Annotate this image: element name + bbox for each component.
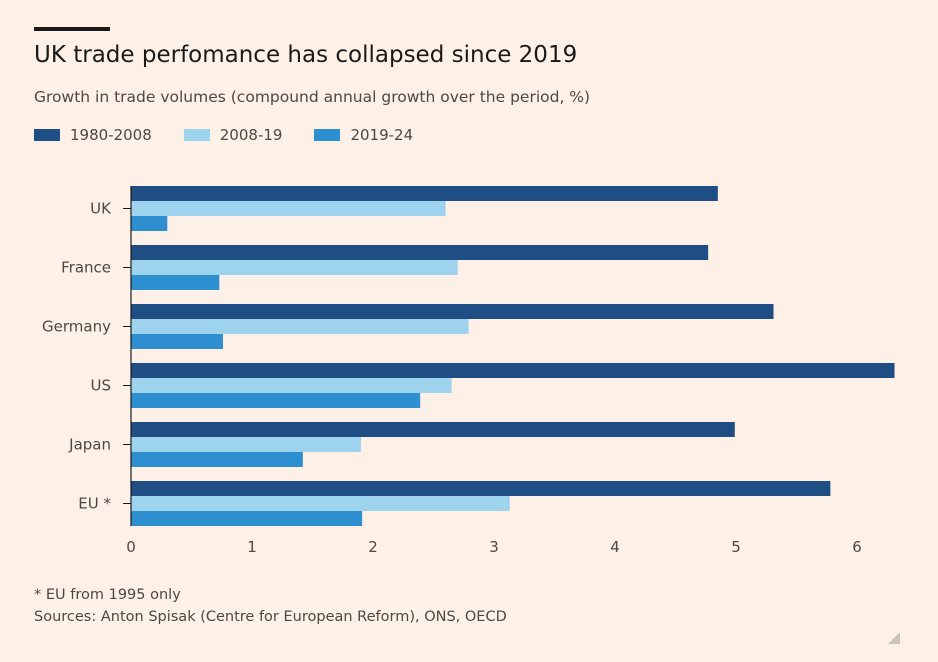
bar-japan-2008-19 — [131, 437, 361, 452]
resize-handle-icon[interactable] — [888, 632, 900, 644]
category-label: Japan — [68, 436, 111, 454]
legend-swatch-2008-19 — [183, 129, 210, 141]
brand-rule — [34, 27, 110, 31]
bar-germany-1980-2008 — [131, 304, 774, 319]
bar-france-2019-24 — [131, 275, 220, 290]
legend: 1980-2008 2008-19 2019-24 — [34, 126, 445, 144]
x-tick-label: 1 — [247, 538, 257, 556]
bar-japan-2019-24 — [131, 452, 303, 467]
category-label: Germany — [42, 318, 111, 336]
x-tick-label: 5 — [731, 538, 741, 556]
footnote: * EU from 1995 only — [34, 587, 181, 603]
legend-item-1980-2008: 1980-2008 — [34, 126, 152, 144]
category-label: US — [90, 377, 111, 395]
category-label: UK — [90, 200, 112, 218]
chart-subtitle: Growth in trade volumes (compound annual… — [34, 88, 591, 106]
legend-item-2008-19: 2008-19 — [183, 126, 283, 144]
x-tick-label: 6 — [852, 538, 862, 556]
bar-chart: UK France Germany US Japan EU * 0 1 2 3 4 5 6 — [42, 186, 895, 556]
legend-swatch-1980-2008 — [34, 129, 60, 141]
bar-uk-1980-2008 — [131, 186, 718, 201]
sources-note: Sources: Anton Spisak (Centre for Europe… — [34, 609, 507, 625]
category-label: EU * — [78, 495, 111, 513]
bar-us-2019-24 — [131, 393, 421, 408]
bar-eu-1980-2008 — [131, 481, 831, 496]
bar-uk-2019-24 — [131, 216, 168, 231]
bar-germany-2019-24 — [131, 334, 223, 349]
bar-france-1980-2008 — [131, 245, 709, 260]
legend-label-2008-19: 2008-19 — [219, 126, 283, 144]
bar-eu-2008-19 — [131, 496, 510, 511]
bar-france-2008-19 — [131, 260, 458, 275]
x-tick-label: 4 — [610, 538, 620, 556]
legend-item-2019-24: 2019-24 — [314, 126, 413, 144]
bar-japan-1980-2008 — [131, 422, 735, 437]
bar-eu-2019-24 — [131, 511, 363, 526]
x-tick-label: 0 — [126, 538, 136, 556]
bar-us-2008-19 — [131, 378, 452, 393]
chart-title: UK trade perfomance has collapsed since … — [34, 42, 578, 68]
legend-label-2019-24: 2019-24 — [350, 126, 414, 144]
category-label: France — [61, 259, 111, 277]
bar-uk-2008-19 — [131, 201, 446, 216]
bar-germany-2008-19 — [131, 319, 469, 334]
bar-us-1980-2008 — [131, 363, 895, 378]
x-tick-label: 2 — [368, 538, 378, 556]
x-tick-label: 3 — [489, 538, 499, 556]
legend-swatch-2019-24 — [314, 129, 341, 141]
legend-label-1980-2008: 1980-2008 — [70, 126, 152, 144]
